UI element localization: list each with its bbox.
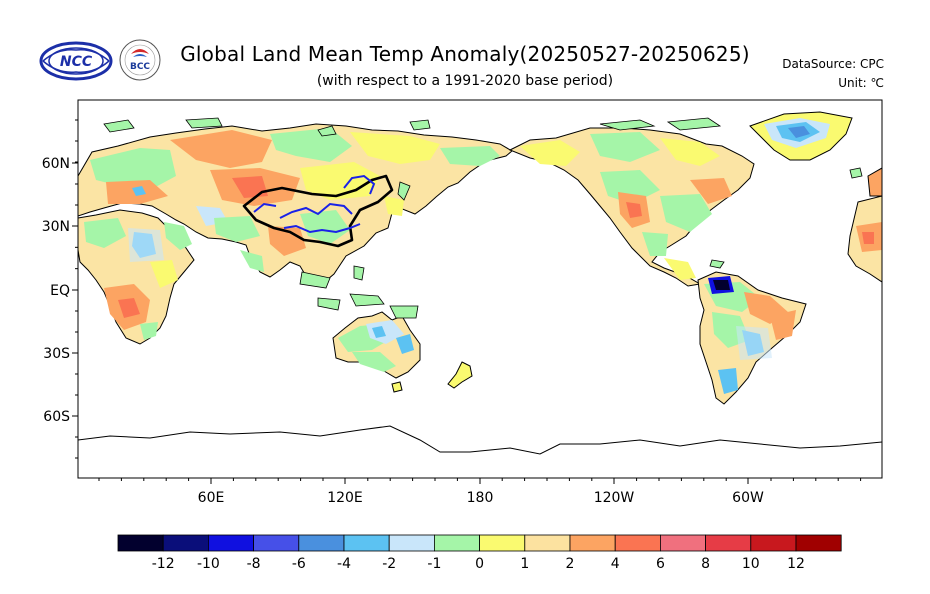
page-subtitle: (with respect to a 1991-2020 base period… bbox=[316, 73, 614, 89]
colorbar-swatch bbox=[117, 534, 164, 552]
bcc-logo: BCC bbox=[119, 39, 161, 81]
colorbar-label: 2 bbox=[566, 556, 575, 572]
lon-label-120e: 120E bbox=[327, 490, 363, 506]
ncc-logo: NCC bbox=[39, 41, 113, 81]
colorbar-swatch bbox=[388, 534, 435, 552]
colorbar-label: -6 bbox=[292, 556, 306, 572]
colorbar-label: -12 bbox=[152, 556, 175, 572]
colorbar-label: 6 bbox=[656, 556, 665, 572]
eurasia-land bbox=[78, 123, 513, 285]
lat-label-30n: 30N bbox=[42, 219, 70, 235]
africa-anomaly-patches bbox=[84, 218, 178, 340]
page-title: Global Land Mean Temp Anomaly(20250527-2… bbox=[180, 42, 750, 66]
china-boundary bbox=[242, 174, 394, 248]
colorbar-swatch bbox=[479, 534, 526, 552]
yellow-river bbox=[279, 202, 353, 219]
lat-label-eq: EQ bbox=[50, 283, 70, 299]
lat-label-30s: 30S bbox=[43, 346, 70, 362]
south-america-anomaly-patches bbox=[704, 276, 796, 394]
colorbar-label: 8 bbox=[701, 556, 710, 572]
colorbar-label: 0 bbox=[475, 556, 484, 572]
eurasia-anomaly-patches bbox=[90, 128, 500, 272]
islands bbox=[103, 117, 863, 319]
lon-label-60e: 60E bbox=[198, 490, 225, 506]
colorbar-label: -8 bbox=[247, 556, 261, 572]
colorbar-label: -2 bbox=[382, 556, 396, 572]
north-america-anomaly-patches bbox=[520, 132, 732, 280]
colorbar-label: -1 bbox=[427, 556, 441, 572]
data-source-label: DataSource: CPC bbox=[782, 57, 884, 71]
greenland-anomaly-patches bbox=[764, 118, 830, 148]
colorbar-label: 10 bbox=[742, 556, 760, 572]
colorbar-swatch bbox=[298, 534, 345, 552]
iberia-edge bbox=[867, 167, 882, 197]
amur-river bbox=[343, 174, 376, 195]
colorbar-swatch bbox=[207, 534, 254, 552]
colorbar-swatch bbox=[750, 534, 797, 552]
lon-label-60w: 60W bbox=[732, 490, 764, 506]
colorbar-swatch bbox=[253, 534, 300, 552]
unit-label: Unit: ℃ bbox=[838, 76, 884, 90]
colorbar-swatch bbox=[705, 534, 752, 552]
yangtze-river bbox=[283, 223, 361, 234]
colorbar: -12 -10 -8 -6 -4 -2 -1 0 1 2 4 6 8 10 12 bbox=[117, 534, 842, 572]
colorbar-label: 12 bbox=[787, 556, 805, 572]
colorbar-swatch bbox=[343, 534, 390, 552]
australia-anomaly-patches bbox=[338, 320, 414, 372]
axis-ticks bbox=[72, 119, 862, 484]
africa-edge-anomaly-patches bbox=[856, 222, 882, 252]
bcc-logo-text: BCC bbox=[130, 62, 150, 72]
map-layer bbox=[78, 100, 882, 478]
lat-label-60n: 60N bbox=[42, 156, 70, 172]
western-river bbox=[253, 202, 277, 213]
lon-label-120w: 120W bbox=[594, 490, 635, 506]
new-zealand-land bbox=[447, 361, 473, 389]
lat-label-60s: 60S bbox=[43, 409, 70, 425]
colorbar-swatch bbox=[660, 534, 707, 552]
colorbar-swatch bbox=[569, 534, 616, 552]
colorbar-swatch bbox=[433, 534, 480, 552]
colorbar-label: -10 bbox=[197, 556, 220, 572]
colorbar-label: 1 bbox=[520, 556, 529, 572]
ncc-logo-text: NCC bbox=[60, 54, 93, 70]
colorbar-swatch bbox=[795, 534, 842, 552]
colorbar-swatch bbox=[614, 534, 661, 552]
colorbar-swatch bbox=[524, 534, 571, 552]
colorbar-label: -4 bbox=[337, 556, 351, 572]
colorbar-swatch bbox=[162, 534, 209, 552]
tasmania-land bbox=[391, 381, 403, 393]
lon-label-180: 180 bbox=[467, 490, 494, 506]
colorbar-label: 4 bbox=[611, 556, 620, 572]
antarctica-coastline bbox=[78, 425, 882, 455]
